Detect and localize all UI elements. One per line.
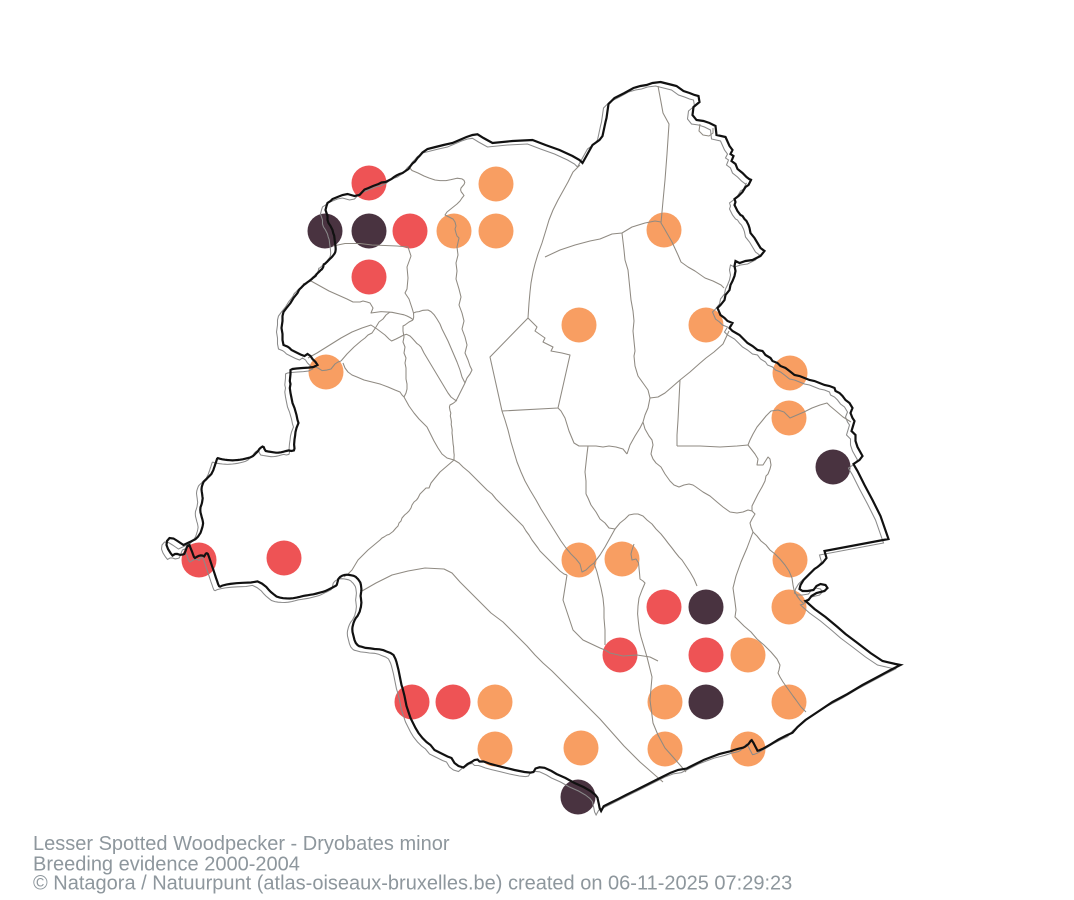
svg-text:Breeding evidence 2000-2004: Breeding evidence 2000-2004 bbox=[33, 854, 300, 876]
svg-text:Lesser Spotted Woodpecker - Dr: Lesser Spotted Woodpecker - Dryobates mi… bbox=[33, 833, 450, 855]
svg-text:© Natagora / Natuurpunt (atlas: © Natagora / Natuurpunt (atlas-oiseaux-b… bbox=[33, 873, 792, 895]
